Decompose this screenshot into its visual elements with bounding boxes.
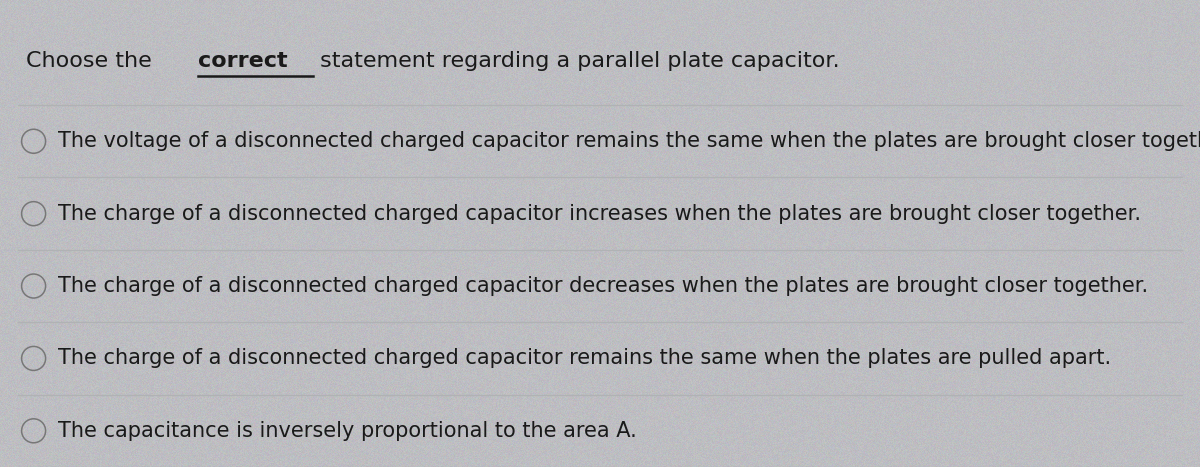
Text: The charge of a disconnected charged capacitor remains the same when the plates : The charge of a disconnected charged cap…: [58, 348, 1111, 368]
Text: statement regarding a parallel plate capacitor.: statement regarding a parallel plate cap…: [313, 51, 840, 71]
Text: The charge of a disconnected charged capacitor increases when the plates are bro: The charge of a disconnected charged cap…: [58, 204, 1140, 224]
Text: The capacitance is inversely proportional to the area A.: The capacitance is inversely proportiona…: [58, 421, 636, 441]
Text: Choose the: Choose the: [26, 51, 160, 71]
Text: correct: correct: [198, 51, 288, 71]
Text: The voltage of a disconnected charged capacitor remains the same when the plates: The voltage of a disconnected charged ca…: [58, 131, 1200, 151]
Text: The charge of a disconnected charged capacitor decreases when the plates are bro: The charge of a disconnected charged cap…: [58, 276, 1147, 296]
